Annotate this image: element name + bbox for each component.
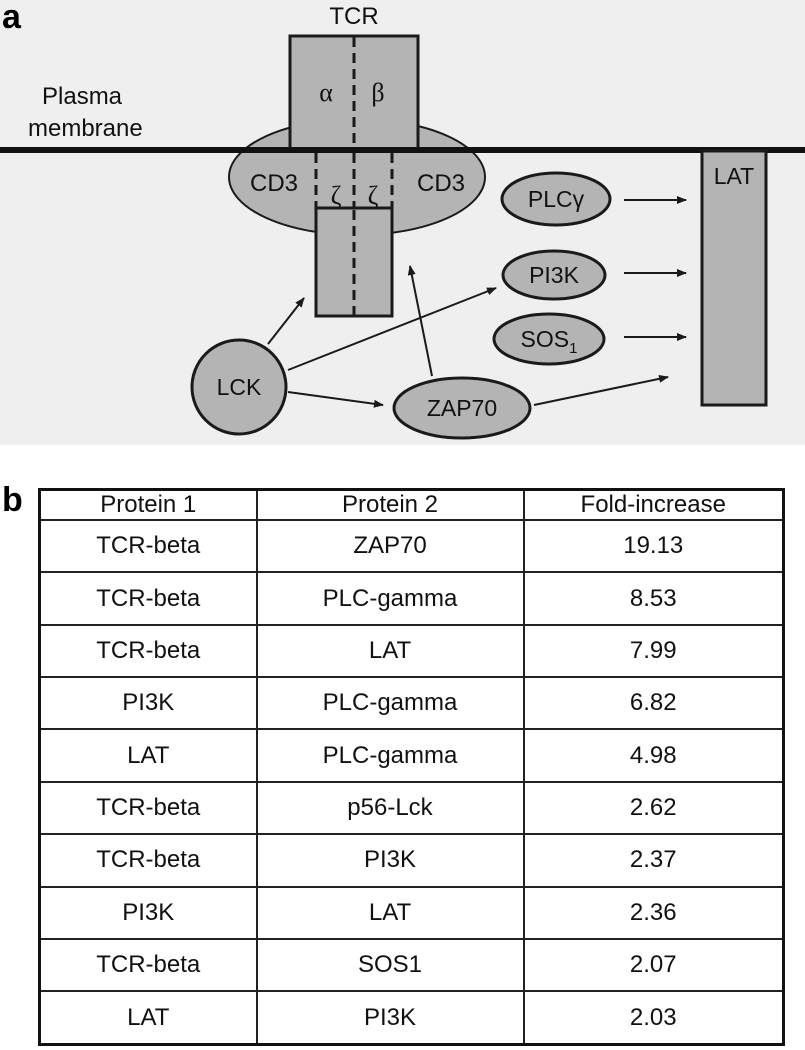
header-fold-increase: Fold-increase (522, 488, 785, 521)
cell-fold-increase: 7.99 (522, 623, 785, 679)
cell-protein-2: p56-Lck (255, 780, 525, 836)
cell-protein-1: TCR-beta (38, 571, 258, 626)
cell-fold-increase: 2.62 (522, 780, 785, 836)
header-protein-1: Protein 1 (38, 488, 258, 521)
cell-protein-1: PI3K (38, 676, 258, 731)
cell-protein-1: TCR-beta (38, 518, 258, 574)
cd3-right-label: CD3 (417, 170, 465, 197)
beta-label: β (371, 78, 384, 107)
cell-protein-2: PLC-gamma (255, 728, 525, 783)
arrow-lck-to-pi3k (287, 287, 497, 371)
cell-protein-2: LAT (255, 623, 525, 679)
cell-fold-increase: 2.07 (522, 937, 785, 993)
cell-protein-2: ZAP70 (255, 518, 525, 574)
lat-label: LAT (714, 163, 754, 189)
lat-bar (700, 149, 768, 407)
cell-protein-2: PI3K (255, 833, 525, 888)
tcr-label: TCR (329, 3, 378, 30)
sos1-label-subscript: 1 (569, 340, 577, 357)
sos1-label: SOS1 (521, 326, 578, 357)
cell-protein-2: PLC-gamma (255, 571, 525, 626)
cell-fold-increase: 6.82 (522, 676, 785, 731)
zap70-label: ZAP70 (427, 395, 497, 421)
table-row: TCR-beta PLC-gamma 8.53 (38, 571, 785, 626)
arrow-zap70-to-lat (533, 374, 669, 406)
cell-fold-increase: 19.13 (522, 518, 785, 574)
signaling-diagram-svg: TCR α β Plasma membrane CD3 CD3 ζ ζ LAT … (0, 3, 805, 440)
zeta-right-label: ζ (368, 181, 379, 210)
table-row: LAT PI3K 2.03 (38, 990, 785, 1046)
arrow-lck-to-zeta (267, 297, 305, 345)
table-row: TCR-beta ZAP70 19.13 (38, 518, 785, 574)
plcg-label: PLCγ (528, 186, 585, 212)
cell-fold-increase: 2.37 (522, 833, 785, 888)
table-row: TCR-beta p56-Lck 2.62 (38, 780, 785, 836)
lck-label: LCK (217, 374, 262, 400)
table-header-row: Protein 1 Protein 2 Fold-increase (38, 488, 785, 521)
table-body: TCR-beta ZAP70 19.13 TCR-beta PLC-gamma 8.53 T… (38, 518, 785, 1046)
sos1-ellipse (492, 312, 606, 366)
zeta-left-label: ζ (331, 181, 342, 210)
cell-fold-increase: 4.98 (522, 728, 785, 783)
alpha-label: α (319, 78, 333, 107)
lck-circle (190, 338, 288, 436)
table-row: PI3K LAT 2.36 (38, 885, 785, 940)
cell-fold-increase: 2.03 (522, 990, 785, 1046)
cell-protein-1: LAT (38, 990, 258, 1046)
table-row: TCR-beta PI3K 2.37 (38, 833, 785, 888)
cell-protein-1: TCR-beta (38, 937, 258, 993)
cell-protein-1: TCR-beta (38, 623, 258, 679)
cell-protein-1: TCR-beta (38, 780, 258, 836)
cell-protein-1: TCR-beta (38, 833, 258, 888)
cell-protein-2: PLC-gamma (255, 676, 525, 731)
cell-protein-2: SOS1 (255, 937, 525, 993)
table-row: PI3K PLC-gamma 6.82 (38, 676, 785, 731)
fold-increase-table: Protein 1 Protein 2 Fold-increase TCR-be… (38, 488, 785, 1046)
cell-protein-1: LAT (38, 728, 258, 783)
cell-protein-2: PI3K (255, 990, 525, 1046)
zap70-ellipse (392, 376, 532, 440)
signaling-diagram: TCR α β Plasma membrane CD3 CD3 ζ ζ LAT … (0, 0, 805, 445)
plcg-ellipse (500, 171, 612, 227)
arrow-lck-to-zap70 (287, 391, 384, 408)
arrow-zap70-to-zeta (407, 265, 433, 377)
panel-b-letter: b (2, 481, 23, 519)
cell-protein-1: PI3K (38, 885, 258, 940)
table-row: TCR-beta SOS1 2.07 (38, 937, 785, 993)
sos1-label-main: SOS (521, 326, 570, 352)
table-row: TCR-beta LAT 7.99 (38, 623, 785, 679)
plasma-membrane-label-line2: membrane (28, 115, 143, 142)
pi3k-ellipse (501, 249, 607, 301)
panel-a-letter: a (2, 0, 21, 36)
pi3k-label: PI3K (529, 262, 580, 288)
table-row: LAT PLC-gamma 4.98 (38, 728, 785, 783)
cell-fold-increase: 2.36 (522, 885, 785, 940)
plasma-membrane-label-line1: Plasma (42, 83, 123, 110)
cell-protein-2: LAT (255, 885, 525, 940)
cell-fold-increase: 8.53 (522, 571, 785, 626)
header-protein-2: Protein 2 (255, 488, 525, 521)
cd3-left-label: CD3 (250, 170, 298, 197)
